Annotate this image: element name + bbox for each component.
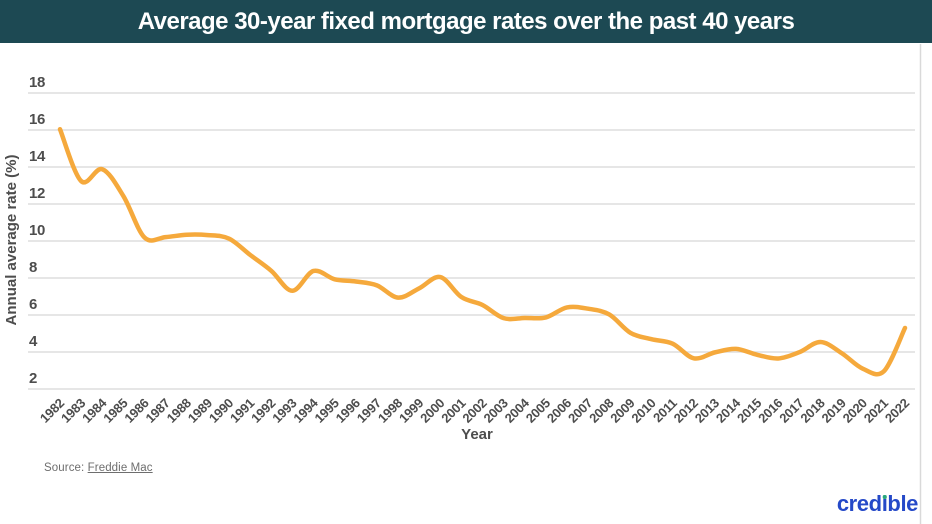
logo-text-pre: cred: [836, 491, 882, 516]
credible-logo[interactable]: credı ble: [836, 491, 919, 516]
logo-letter-i: ı: [881, 491, 888, 516]
x-axis-title: Year: [461, 426, 493, 443]
y-tick-label: 2: [29, 370, 37, 387]
y-tick-label: 10: [29, 222, 45, 239]
y-tick-label: 8: [29, 259, 37, 276]
chart-title-banner: Average 30-year fixed mortgage rates ove…: [0, 0, 932, 43]
y-tick-label: 4: [29, 333, 38, 350]
logo-i-dot-icon: [882, 494, 887, 499]
y-tick-label: 18: [29, 74, 45, 91]
page-title: Average 30-year fixed mortgage rates ove…: [137, 7, 795, 35]
source-note: Source: Freddie Mac: [44, 462, 153, 474]
mortgage-rate-line: [57, 127, 908, 377]
x-tick-label: 2022: [882, 395, 912, 425]
source-prefix: Source:: [44, 462, 88, 474]
y-tick-label: 14: [29, 148, 46, 165]
y-tick-label: 6: [29, 296, 37, 313]
y-tick-label: 16: [29, 111, 45, 128]
logo-text-post: ble: [887, 491, 918, 516]
source-link[interactable]: Freddie Mac: [87, 462, 153, 474]
y-tick-label: 12: [29, 185, 45, 202]
y-axis-title: Annual average rate (%): [3, 155, 20, 326]
